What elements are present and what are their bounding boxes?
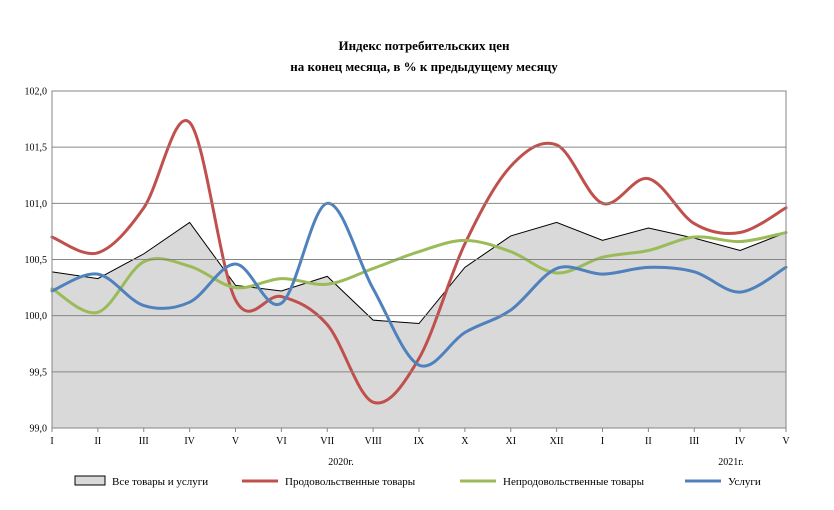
legend: Все товары и услуги Продовольственные тов…: [74, 475, 761, 488]
x-tick-label: I: [50, 436, 53, 447]
y-tick-label: 100,0: [25, 311, 48, 322]
x-tick-label: I: [601, 436, 604, 447]
x-year-label: 2021г.: [718, 457, 743, 468]
x-tick-label: IV: [184, 436, 195, 447]
x-tick-label: IV: [735, 436, 746, 447]
chart-title-line-2: на конец месяца, в % к предыдущему месяц…: [290, 59, 558, 74]
x-tick-label: VIII: [365, 436, 382, 447]
y-tick-label: 101,0: [25, 199, 48, 210]
legend-label: Продовольственные товары: [285, 476, 416, 488]
x-tick-label: III: [689, 436, 699, 447]
y-tick-label: 99,0: [30, 424, 48, 435]
x-tick-label: X: [461, 436, 469, 447]
x-tick-label: XII: [550, 436, 564, 447]
x-tick-label: V: [232, 436, 240, 447]
series-area-line-0: [51, 221, 787, 325]
x-tick-label: VI: [276, 436, 287, 447]
x-tick-label: II: [645, 436, 652, 447]
x-tick-label: II: [95, 436, 102, 447]
legend-label: Непродовольственные товары: [503, 476, 645, 488]
x-tick-label: V: [782, 436, 790, 447]
legend-label: Услуги: [728, 476, 761, 488]
x-tick-label: IX: [414, 436, 425, 447]
x-year-label: 2020г.: [328, 457, 353, 468]
series-line-1: [50, 118, 788, 405]
series-line-2: [50, 231, 788, 315]
y-tick-label: 99,5: [30, 367, 48, 378]
x-tick-label: VII: [320, 436, 334, 447]
series-line-3: [50, 201, 788, 368]
y-tick-label: 102,0: [25, 87, 48, 98]
legend-swatch-area: [74, 475, 106, 486]
x-tick-label: XI: [505, 436, 516, 447]
y-tick-label: 100,5: [25, 255, 48, 266]
y-tick-label: 101,5: [25, 143, 48, 154]
chart-title-line-1: Индекс потребительских цен: [338, 38, 510, 53]
x-tick-label: III: [139, 436, 149, 447]
legend-label: Все товары и услуги: [112, 476, 208, 488]
